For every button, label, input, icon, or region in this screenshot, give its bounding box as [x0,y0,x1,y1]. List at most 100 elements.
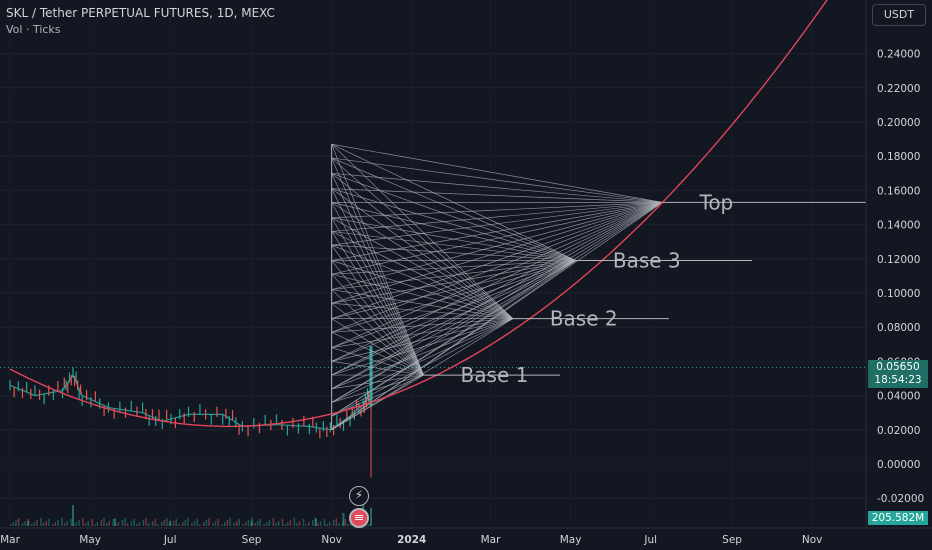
volume-bar [184,520,187,526]
y-tick-label: 0.10000 [877,288,920,300]
volume-bar [57,520,59,526]
fan-line [331,157,663,203]
fan-line [331,172,576,261]
currency-button[interactable]: USDT [872,4,926,26]
volume-bar [17,518,20,526]
volume-bar [154,519,156,526]
volume-bar [130,521,133,526]
volume-bar [24,521,26,526]
y-tick-label: 0.16000 [877,185,920,197]
volume-bar [121,520,124,526]
fan-lines [331,143,663,431]
annotation-label: Base 1 [461,363,529,387]
fan-line [331,260,577,376]
volume-bar [142,520,145,526]
fan-line [331,231,424,376]
indicator-legend[interactable]: Vol · Ticks [6,23,61,36]
volume-bar [326,524,328,526]
volume-bar [335,518,338,526]
y-tick-label: 0.22000 [877,83,920,95]
volume-bar [124,518,126,526]
volume-bar [347,524,349,526]
volume-bar [266,522,268,526]
us-flag-event-icon[interactable] [349,508,369,528]
volume-bar [289,520,292,526]
fan-line [331,244,513,319]
fan-line [331,144,424,376]
x-tick-label: Jul [643,534,657,546]
volume-bar [94,524,96,526]
fan-line [331,318,513,390]
fan-line [331,202,424,376]
volume-bar [305,524,307,526]
x-axis[interactable]: Mar May Jul Sep Nov 2024 Mar May Jul Sep Nov [0,527,932,546]
fan-line [331,188,424,376]
volume-bar [172,521,175,526]
fan-line [331,173,514,319]
fan-line [331,231,513,319]
fan-line [331,217,576,261]
fan-line [331,260,577,403]
fan-line [331,143,577,261]
volume-bar [163,520,166,526]
y-axis[interactable]: 0.24000 0.22000 0.20000 0.18000 0.16000 0.140… [865,0,932,550]
volume-bar [27,519,29,526]
volume-bar [284,524,286,526]
volume-bar [217,519,219,526]
fan-line [331,157,424,376]
volume-bar [208,518,210,526]
fan-line [331,289,513,319]
symbol-title[interactable]: SKL / Tether PERPETUAL FUTURES, 1D, MEXC [6,6,275,20]
flash-event-icon[interactable]: ⚡ [349,486,369,506]
fan-line [331,332,424,376]
volume-bar [368,524,370,526]
volume-bar [78,520,80,526]
volume-bar [112,519,114,526]
fan-line [331,202,663,261]
volume-bar [21,523,24,526]
fan-line [331,143,663,203]
parabola-curve [9,0,828,428]
volume-bar [66,521,68,526]
volume-bar [245,522,247,526]
fan-line [331,273,424,376]
volume-bars [10,500,373,526]
volume-bar [166,518,168,526]
volume-bar [254,523,256,526]
volume-bar [193,521,196,526]
volume-bar [157,524,159,526]
y-tick-label: -0.02000 [877,493,924,505]
fan-line [331,361,424,376]
fan-line [331,157,576,261]
x-tick-label: Jul [163,534,177,546]
volume-bar [342,521,344,526]
volume-bar [370,507,373,526]
volume-bar [259,519,261,526]
volume-bar [42,523,45,526]
y-tick-label: 0.00000 [877,459,920,471]
fan-line [331,202,576,261]
volume-bar [52,524,54,526]
bar-countdown: 18:54:23 [874,374,922,386]
fan-line [331,260,577,417]
volume-bar [181,522,184,526]
volume-bar [287,522,289,526]
grid [0,53,866,499]
volume-bar [212,523,214,526]
volume-bar [84,523,87,526]
x-tick-label: 2024 [397,534,426,546]
fan-line [331,374,424,403]
fan-line [331,302,513,319]
fan-line [331,260,576,333]
volume-bar [136,524,138,526]
volume-bar [332,520,335,526]
volume-bar [281,519,284,526]
chart-header: SKL / Tether PERPETUAL FUTURES, 1D, MEXC… [6,6,275,36]
volume-bar [247,520,250,526]
volume-bar [199,524,201,526]
volume-bar [48,519,50,526]
volume-bar [100,520,103,526]
x-tick-label: Mar [0,534,20,546]
volume-bar [329,522,331,526]
